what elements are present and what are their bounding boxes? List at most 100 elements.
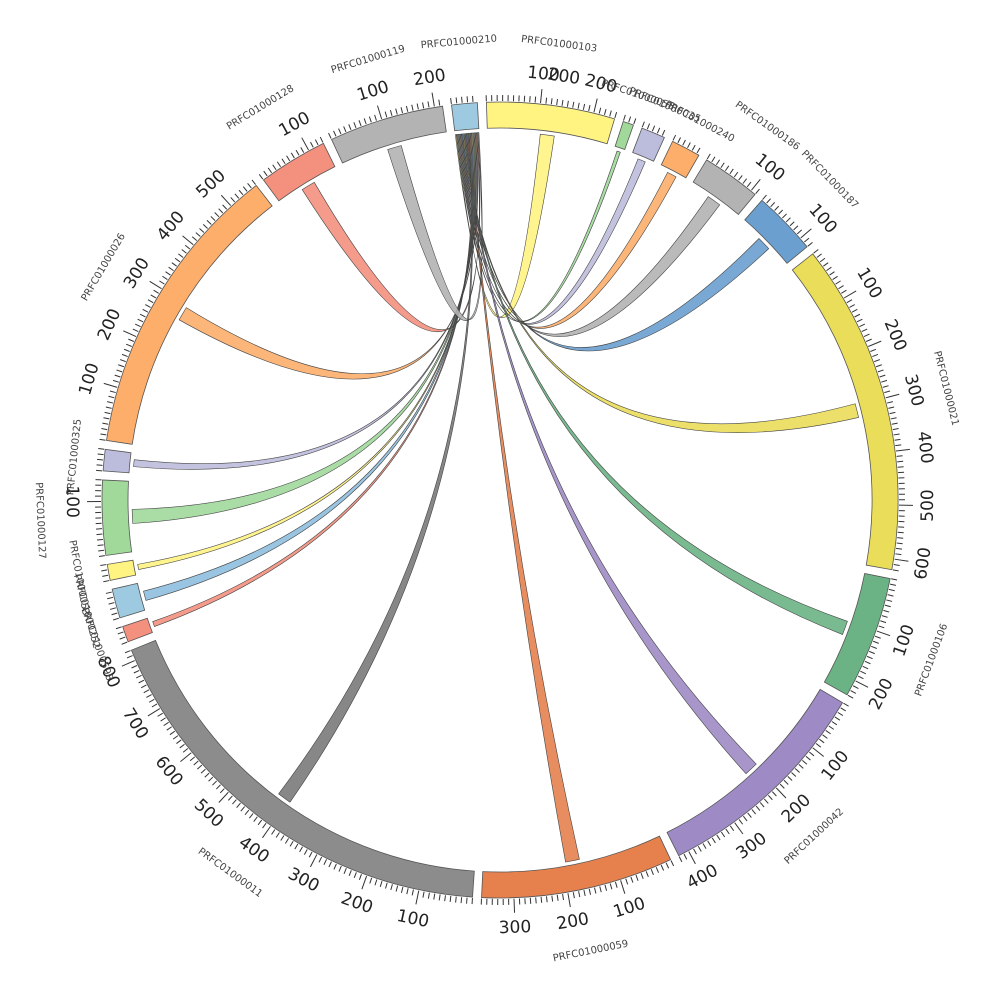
- minor-tick: [206, 220, 212, 225]
- minor-tick: [878, 625, 885, 629]
- minor-tick: [646, 123, 651, 130]
- minor-tick: [389, 109, 393, 117]
- minor-tick: [134, 323, 141, 328]
- minor-tick: [778, 209, 784, 215]
- minor-tick: [838, 285, 844, 290]
- major-tick: [218, 791, 229, 803]
- minor-tick: [358, 120, 362, 127]
- minor-tick: [102, 574, 109, 577]
- segment-label-prfc01000186: PRFC01000186: [733, 99, 802, 153]
- segment-label-prfc01000106: PRFC01000106: [913, 622, 950, 698]
- minor-tick: [678, 856, 683, 863]
- minor-tick: [103, 580, 110, 583]
- minor-tick: [683, 853, 688, 860]
- minor-tick: [895, 547, 903, 550]
- minor-tick: [813, 249, 819, 254]
- minor-tick: [284, 838, 289, 844]
- major-tick: [149, 280, 162, 290]
- minor-tick: [96, 464, 103, 466]
- minor-tick: [267, 167, 273, 174]
- minor-tick: [882, 385, 889, 388]
- tick-layer: [87, 89, 913, 913]
- minor-tick: [199, 228, 205, 233]
- minor-tick: [628, 116, 632, 123]
- minor-tick: [411, 889, 414, 896]
- minor-tick: [630, 876, 634, 883]
- link-ribbon-prfc01000106: [463, 133, 848, 635]
- minor-tick: [651, 125, 656, 132]
- minor-tick: [390, 884, 393, 891]
- minor-tick: [868, 650, 875, 655]
- segment-arc-prfc01000127: [101, 479, 133, 556]
- minor-tick: [343, 126, 347, 133]
- minor-tick: [609, 883, 613, 890]
- minor-tick: [763, 798, 769, 804]
- segment-layer: [101, 101, 899, 899]
- minor-tick: [208, 776, 214, 782]
- tick-label: 200: [412, 65, 447, 90]
- minor-tick: [696, 147, 701, 154]
- minor-tick: [123, 348, 130, 352]
- minor-tick: [150, 294, 157, 299]
- minor-tick: [121, 641, 128, 645]
- minor-tick: [650, 869, 654, 875]
- minor-tick: [244, 809, 250, 816]
- segment-arc-prfc01000026: [106, 184, 273, 445]
- minor-tick: [242, 186, 248, 192]
- minor-tick: [172, 735, 179, 740]
- minor-tick: [433, 893, 436, 900]
- minor-tick: [832, 275, 838, 281]
- minor-tick: [834, 716, 841, 721]
- minor-tick: [248, 813, 254, 819]
- segment-label-prfc01000325: PRFC01000325: [65, 418, 84, 495]
- minor-tick: [670, 860, 675, 867]
- minor-tick: [887, 594, 894, 597]
- minor-tick: [303, 849, 308, 855]
- minor-tick: [379, 881, 383, 888]
- minor-tick: [809, 751, 815, 757]
- minor-tick: [204, 772, 210, 778]
- minor-tick: [837, 711, 844, 717]
- minor-tick: [815, 743, 822, 748]
- segment-arc-prfc01000325: [102, 448, 132, 474]
- minor-tick: [219, 788, 225, 794]
- minor-tick: [406, 888, 409, 895]
- tick-label: 400: [235, 833, 273, 868]
- minor-tick: [880, 620, 887, 624]
- minor-tick: [135, 674, 142, 679]
- link-ribbon-prfc01000059: [466, 133, 580, 863]
- minor-tick: [333, 130, 337, 137]
- minor-tick: [660, 864, 665, 871]
- minor-tick: [104, 411, 111, 415]
- segment-label-prfc01000103: PRFC01000103: [520, 34, 597, 55]
- major-tick: [620, 880, 626, 894]
- minor-tick: [894, 438, 901, 441]
- minor-tick: [888, 406, 895, 409]
- link-ribbon-prfc01000053: [137, 132, 475, 570]
- minor-tick: [218, 208, 224, 214]
- major-tick: [540, 89, 543, 104]
- minor-tick: [314, 139, 319, 146]
- minor-tick: [861, 328, 868, 333]
- major-tick: [885, 393, 900, 399]
- major-tick: [376, 105, 383, 120]
- minor-tick: [438, 99, 441, 106]
- minor-tick: [118, 364, 125, 368]
- minor-tick: [114, 374, 121, 378]
- minor-tick: [328, 132, 332, 139]
- minor-tick: [184, 244, 191, 250]
- major-tick: [180, 752, 192, 763]
- minor-tick: [742, 178, 748, 184]
- minor-tick: [804, 237, 810, 243]
- minor-tick: [556, 894, 559, 901]
- minor-tick: [738, 819, 744, 825]
- minor-tick: [729, 825, 735, 832]
- tick-label: 200: [865, 675, 898, 713]
- minor-tick: [333, 863, 337, 870]
- minor-tick: [247, 182, 252, 189]
- minor-tick: [358, 874, 362, 880]
- minor-tick: [819, 257, 826, 263]
- minor-tick: [729, 168, 734, 175]
- minor-tick: [289, 840, 294, 847]
- minor-tick: [157, 712, 163, 717]
